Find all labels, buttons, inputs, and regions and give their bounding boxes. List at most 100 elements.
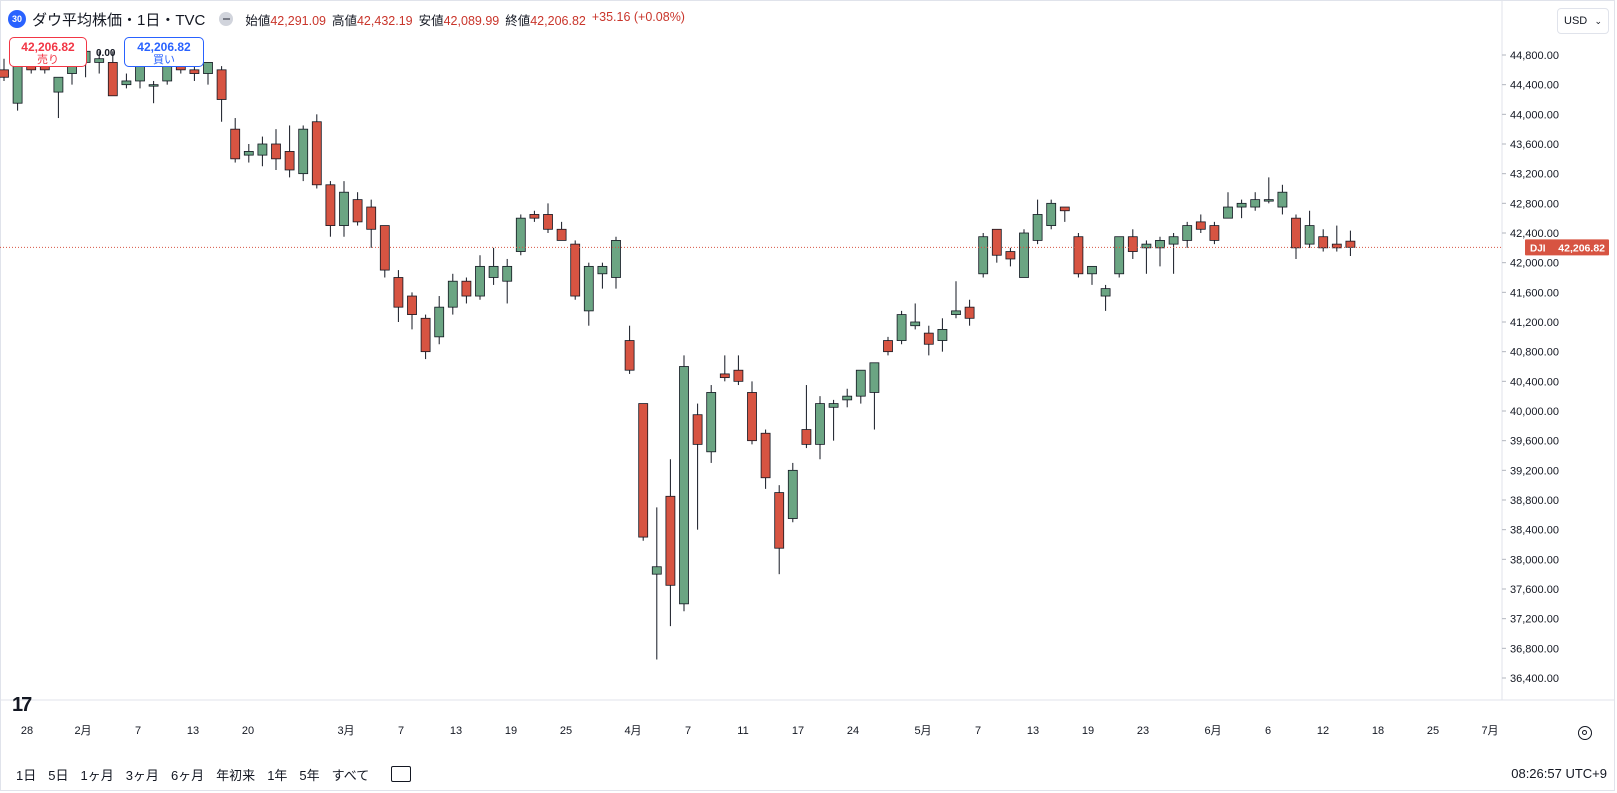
y-tick-label: 41,200.00 — [1510, 317, 1559, 329]
candle-body — [1032, 214, 1043, 241]
candle-body — [1100, 288, 1111, 297]
timeframe-3m[interactable]: 3ヶ月 — [125, 767, 159, 783]
candle-body — [923, 332, 934, 345]
candle-down — [964, 299, 975, 326]
candle-body — [243, 151, 254, 156]
buy-price: 42,206.82 — [137, 40, 191, 54]
spread-value: 0.00 — [96, 48, 116, 59]
y-tick-label: 43,600.00 — [1510, 139, 1559, 151]
candle-body — [67, 65, 77, 74]
timeframe-5d[interactable]: 5日 — [48, 767, 69, 783]
candle-body — [488, 265, 499, 278]
last-price-tag: DJI 42,206.82 — [1525, 239, 1609, 256]
y-tick-label: 42,800.00 — [1510, 198, 1559, 210]
candle-up — [1263, 177, 1274, 204]
clock[interactable]: 08:26:57 UTC+9 — [1511, 766, 1607, 781]
candle-body — [230, 128, 241, 160]
candle-body — [475, 265, 485, 297]
timeframe-5y[interactable]: 5年 — [299, 767, 320, 783]
candle-body — [651, 566, 662, 575]
candle-body — [148, 84, 159, 87]
timeframe-all[interactable]: すべて — [331, 767, 370, 783]
x-tick-label: 6 — [1265, 725, 1271, 737]
open-label: 始値 — [245, 13, 271, 28]
sell-button[interactable]: 42,206.82 売り — [9, 37, 87, 67]
candle-up — [53, 76, 64, 119]
candle-body — [733, 369, 744, 382]
candle-up — [1250, 192, 1261, 211]
currency-select[interactable]: USD ⌄ — [1557, 8, 1609, 34]
buy-button[interactable]: 42,206.82 買い — [124, 37, 204, 67]
candle-body — [855, 369, 866, 397]
candle-down — [352, 192, 363, 226]
sell-label: 売り — [37, 54, 59, 66]
chevron-down-icon: ⌄ — [1594, 15, 1602, 26]
candle-up — [896, 310, 907, 345]
y-tick-label: 43,200.00 — [1510, 169, 1559, 181]
y-tick-label: 39,200.00 — [1510, 465, 1559, 477]
x-tick-label: 7 — [398, 725, 404, 737]
timeframe-6m[interactable]: 6ヶ月 — [170, 767, 205, 783]
candle-body — [461, 280, 472, 297]
symbol-title[interactable]: ダウ平均株価・1日・TVC — [32, 11, 206, 29]
candle-down — [1318, 229, 1329, 252]
tradingview-logo-icon[interactable]: 17 — [12, 694, 32, 716]
candle-up — [611, 236, 621, 289]
candle-body — [543, 214, 553, 230]
candle-body — [1223, 206, 1233, 219]
x-tick-label: 7月 — [1481, 725, 1498, 737]
candle-body — [1250, 199, 1261, 208]
candle-up — [910, 303, 921, 330]
candle-up — [937, 318, 948, 352]
candle-down — [570, 240, 581, 300]
candle-body — [257, 143, 268, 156]
x-tick-label: 5月 — [914, 725, 931, 737]
timeframe-ytd[interactable]: 年初来 — [216, 767, 256, 783]
candle-up — [951, 281, 961, 319]
x-tick-label: 13 — [450, 725, 462, 737]
candle-down — [325, 181, 336, 237]
timeframe-1y[interactable]: 1年 — [267, 767, 288, 783]
candle-body — [1073, 236, 1084, 275]
x-tick-label: 25 — [1427, 725, 1439, 737]
candle-body — [665, 495, 676, 586]
y-tick-label: 37,200.00 — [1510, 614, 1559, 626]
symbol-badge: 30 — [8, 10, 26, 28]
candle-down — [692, 403, 703, 530]
candle-down — [189, 66, 200, 81]
candle-up — [1277, 184, 1288, 215]
collapse-icon[interactable] — [219, 12, 234, 26]
candle-down — [1209, 221, 1220, 245]
date-range-icon[interactable] — [391, 766, 412, 782]
timeframe-1m[interactable]: 1ヶ月 — [80, 767, 114, 783]
candle-down — [1073, 233, 1084, 278]
timeframe-1d[interactable]: 1日 — [16, 767, 37, 783]
candle-body — [991, 228, 1002, 256]
candle-body — [1304, 225, 1315, 245]
y-tick-label: 40,000.00 — [1510, 406, 1559, 418]
candle-down — [665, 459, 676, 627]
candle-body — [1005, 251, 1016, 260]
candle-up — [787, 462, 798, 523]
high-label: 高値 — [331, 13, 357, 28]
axis-settings-gear-icon[interactable] — [1578, 726, 1592, 740]
candle-down — [801, 385, 812, 449]
ohlc-values: 始値42,291.09 高値42,432.19 安値42,089.99 終値42… — [245, 10, 685, 29]
y-tick-label: 42,000.00 — [1510, 258, 1559, 270]
candle-down — [407, 292, 417, 330]
candle-body — [951, 310, 961, 315]
candle-body — [1209, 225, 1220, 241]
candle-down — [774, 485, 785, 575]
high-value: 42,432.19 — [356, 13, 413, 28]
candle-body — [434, 306, 445, 338]
candle-body — [379, 225, 390, 271]
candle-down — [420, 314, 431, 360]
candle-down — [1291, 214, 1301, 259]
candle-body — [107, 62, 118, 97]
candle-down — [624, 325, 635, 374]
candle-up — [1236, 199, 1247, 219]
candle-body — [121, 80, 132, 86]
x-tick-label: 7 — [975, 725, 981, 737]
